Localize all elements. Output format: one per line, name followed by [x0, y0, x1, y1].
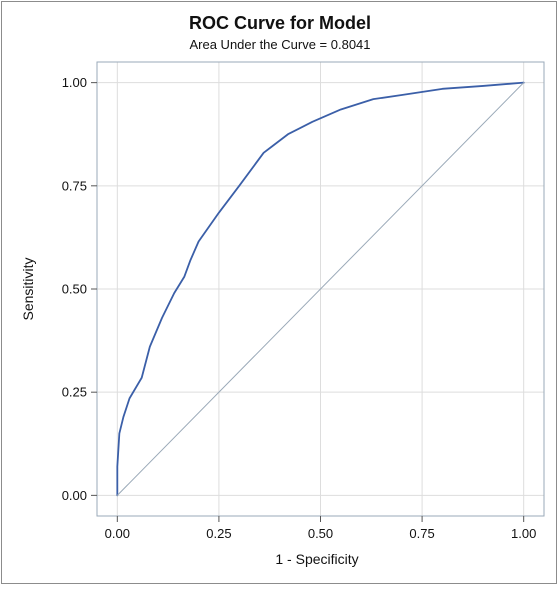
x-tick-label: 0.25 [206, 526, 231, 541]
x-tick-label: 0.50 [308, 526, 333, 541]
x-tick-label: 0.75 [409, 526, 434, 541]
y-tick-label: 1.00 [62, 75, 87, 90]
y-tick-label: 0.50 [62, 282, 87, 297]
chart-title: ROC Curve for Model [189, 13, 371, 33]
grid-lines [97, 62, 544, 516]
reference-diagonal-line [116, 82, 525, 496]
y-tick-label: 0.25 [62, 385, 87, 400]
tick-marks: 0.00 0.25 0.50 0.75 1.00 0.00 0.25 0.50 0.75 1.00 [62, 75, 537, 541]
series-group [116, 81, 525, 497]
y-tick-label: 0.00 [62, 488, 87, 503]
x-tick-label: 0.00 [105, 526, 130, 541]
x-tick-label: 1.00 [511, 526, 536, 541]
y-tick-label: 0.75 [62, 178, 87, 193]
y-axis-label: Sensitivity [20, 257, 36, 320]
roc-curve-line [116, 81, 525, 497]
chart-subtitle: Area Under the Curve = 0.8041 [189, 37, 370, 52]
x-axis-label: 1 - Specificity [275, 551, 358, 567]
